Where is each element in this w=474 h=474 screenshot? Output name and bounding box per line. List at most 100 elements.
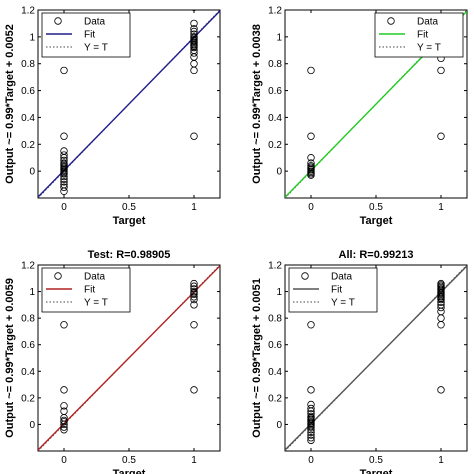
y-tick-label: 0.4 (268, 113, 282, 124)
y-tick-label: 0 (29, 167, 35, 178)
y-tick-label: 0.8 (268, 314, 282, 325)
y-tick-label: 1.2 (21, 6, 35, 17)
data-point (437, 132, 445, 140)
legend-data-marker (54, 272, 62, 280)
data-point (60, 183, 68, 191)
data-point (307, 321, 315, 329)
data-point (437, 303, 445, 312)
chart-panel-1: 0 0.5 1 0 0.2 0.4 0.6 0.8 1 1.2 Target Output ~= 0.… (4, 6, 221, 227)
y-tick-label: 0 (276, 167, 282, 178)
data-point (60, 170, 68, 178)
y-axis-label: Output ~= 0.99*Target + 0.0052 (4, 24, 16, 184)
data-point (437, 66, 445, 75)
y-tick-label: 0.6 (21, 340, 35, 351)
x-tick-label: 0.5 (369, 202, 383, 213)
data-point (60, 402, 68, 410)
y-tick-label: 0.4 (21, 113, 35, 124)
x-axis-label: Target (113, 468, 146, 474)
data-point (307, 66, 315, 75)
y-tick-label: 0.2 (21, 140, 35, 151)
data-point (60, 423, 68, 431)
legend-data-marker (301, 272, 309, 280)
data-point (307, 132, 315, 140)
x-tick-label: 1 (191, 202, 197, 213)
chart-title: All: R=0.99213 (339, 249, 414, 261)
legend-identity-label: Y = T (84, 43, 108, 54)
legend-box (288, 267, 378, 313)
y-tick-label: 0 (276, 420, 282, 431)
chart-panel-4: 0 0.5 1 0 0.2 0.4 0.6 0.8 1 1.2 Target Output ~= 0.… (251, 249, 468, 474)
legend-fit-label: Fit (331, 285, 342, 296)
data-point (60, 172, 68, 181)
y-axis-label: Output ~= 0.99*Target + 0.0059 (4, 278, 16, 438)
y-axis-label: Output ~= 0.99*Target + 0.0038 (251, 24, 263, 184)
x-tick-label: 0 (308, 202, 314, 213)
data-point (190, 295, 198, 304)
data-point (60, 321, 68, 329)
data-point (307, 436, 315, 445)
y-tick-label: 1 (29, 287, 35, 298)
fit-line (38, 10, 220, 198)
y-tick-label: 0.6 (268, 86, 282, 97)
x-tick-label: 1 (438, 455, 444, 466)
data-point (190, 279, 198, 288)
x-tick-label: 1 (191, 455, 197, 466)
data-point (60, 418, 68, 426)
x-tick-label: 0 (308, 455, 314, 466)
y-tick-label: 1.2 (21, 261, 35, 272)
legend-data-label: Data (331, 272, 353, 283)
y-tick-label: 1 (276, 287, 282, 298)
chart-title: Test: R=0.98905 (88, 249, 171, 261)
legend-data-label: Data (417, 17, 439, 28)
x-tick-label: 1 (438, 202, 444, 213)
legend-box (41, 12, 131, 58)
data-point (190, 285, 198, 293)
x-tick-label: 0.5 (369, 455, 383, 466)
y-tick-label: 0.8 (268, 59, 282, 70)
legend-box (41, 267, 131, 313)
chart-panel-2: 0 0.5 1 0 0.2 0.4 0.6 0.8 1 1.2 Target Output ~= 0.… (251, 6, 468, 227)
data-point (190, 290, 198, 298)
legend: Data Fit Y = T (41, 267, 131, 313)
data-point (60, 187, 68, 195)
data-point (307, 423, 315, 431)
y-tick-label: 0.8 (21, 59, 35, 70)
x-tick-label: 0.5 (122, 202, 136, 213)
data-point (307, 154, 315, 162)
y-tick-label: 1.2 (268, 6, 282, 17)
legend-fit-label: Fit (417, 30, 428, 41)
x-tick-label: 0 (61, 202, 67, 213)
y-tick-label: 0.4 (21, 367, 35, 378)
y-tick-label: 0 (29, 420, 35, 431)
data-point (60, 420, 68, 429)
data-point (307, 171, 315, 179)
legend-identity-label: Y = T (331, 298, 355, 309)
x-axis-label: Target (360, 468, 393, 474)
y-axis-label: Output ~= 0.99*Target + 0.0051 (251, 278, 263, 438)
legend-identity-label: Y = T (417, 43, 441, 54)
data-point (307, 404, 315, 413)
x-axis-label: Target (360, 215, 393, 227)
data-point (307, 428, 315, 437)
x-axis-label: Target (113, 215, 146, 227)
legend-identity-label: Y = T (84, 298, 108, 309)
data-point (190, 25, 198, 33)
data-point (60, 426, 68, 434)
data-point (437, 298, 445, 306)
chart-panel-3: 0 0.5 1 0 0.2 0.4 0.6 0.8 1 1.2 Target Output ~= 0.… (4, 249, 221, 474)
y-tick-label: 0.8 (21, 314, 35, 325)
data-point (60, 386, 68, 394)
fit-line (285, 265, 467, 451)
y-tick-label: 0.6 (268, 340, 282, 351)
legend-data-marker (54, 17, 62, 25)
legend: Data Fit Y = T (288, 267, 378, 313)
legend-fit-label: Fit (84, 30, 95, 41)
data-point (307, 386, 315, 394)
fit-line (38, 265, 220, 451)
data-point (60, 66, 68, 75)
legend: Data Fit Y = T (41, 12, 131, 58)
data-point (60, 132, 68, 140)
data-point (190, 132, 198, 140)
data-point (190, 19, 198, 28)
